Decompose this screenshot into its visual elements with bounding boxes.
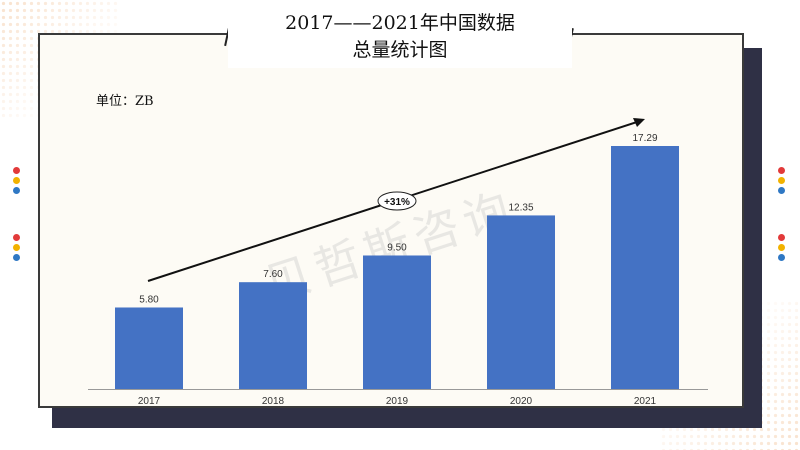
data-label-2018: 7.60 <box>263 269 283 280</box>
bar-2021 <box>611 146 679 389</box>
data-label-2017: 5.80 <box>139 294 159 305</box>
bar-2017 <box>115 307 183 389</box>
data-label-2021: 17.29 <box>632 133 657 144</box>
side-dots-right-lower <box>778 234 788 264</box>
x-tick-2019: 2019 <box>386 396 409 407</box>
side-dots-left-upper <box>13 167 23 197</box>
title-line-1: 2017——2021年中国数据 <box>285 12 515 34</box>
side-dots-left-lower <box>13 234 23 264</box>
data-label-2019: 9.50 <box>387 242 407 253</box>
data-label-2020: 12.35 <box>508 202 533 213</box>
growth-label: +31% <box>384 197 410 208</box>
x-tick-2021: 2021 <box>634 396 657 407</box>
bar-2018 <box>239 282 307 389</box>
x-tick-2018: 2018 <box>262 396 285 407</box>
bar-2019 <box>363 255 431 389</box>
x-tick-2020: 2020 <box>510 396 533 407</box>
chart-title: 2017——2021年中国数据 总量统计图 <box>228 10 572 68</box>
x-tick-2017: 2017 <box>138 396 161 407</box>
title-line-2: 总量统计图 <box>352 39 448 61</box>
growth-label-bubble <box>377 191 417 211</box>
bar-2020 <box>487 215 555 389</box>
unit-label: 单位：ZB <box>96 94 154 109</box>
side-dots-right-upper <box>778 167 788 197</box>
trend-arrowhead <box>633 118 645 127</box>
